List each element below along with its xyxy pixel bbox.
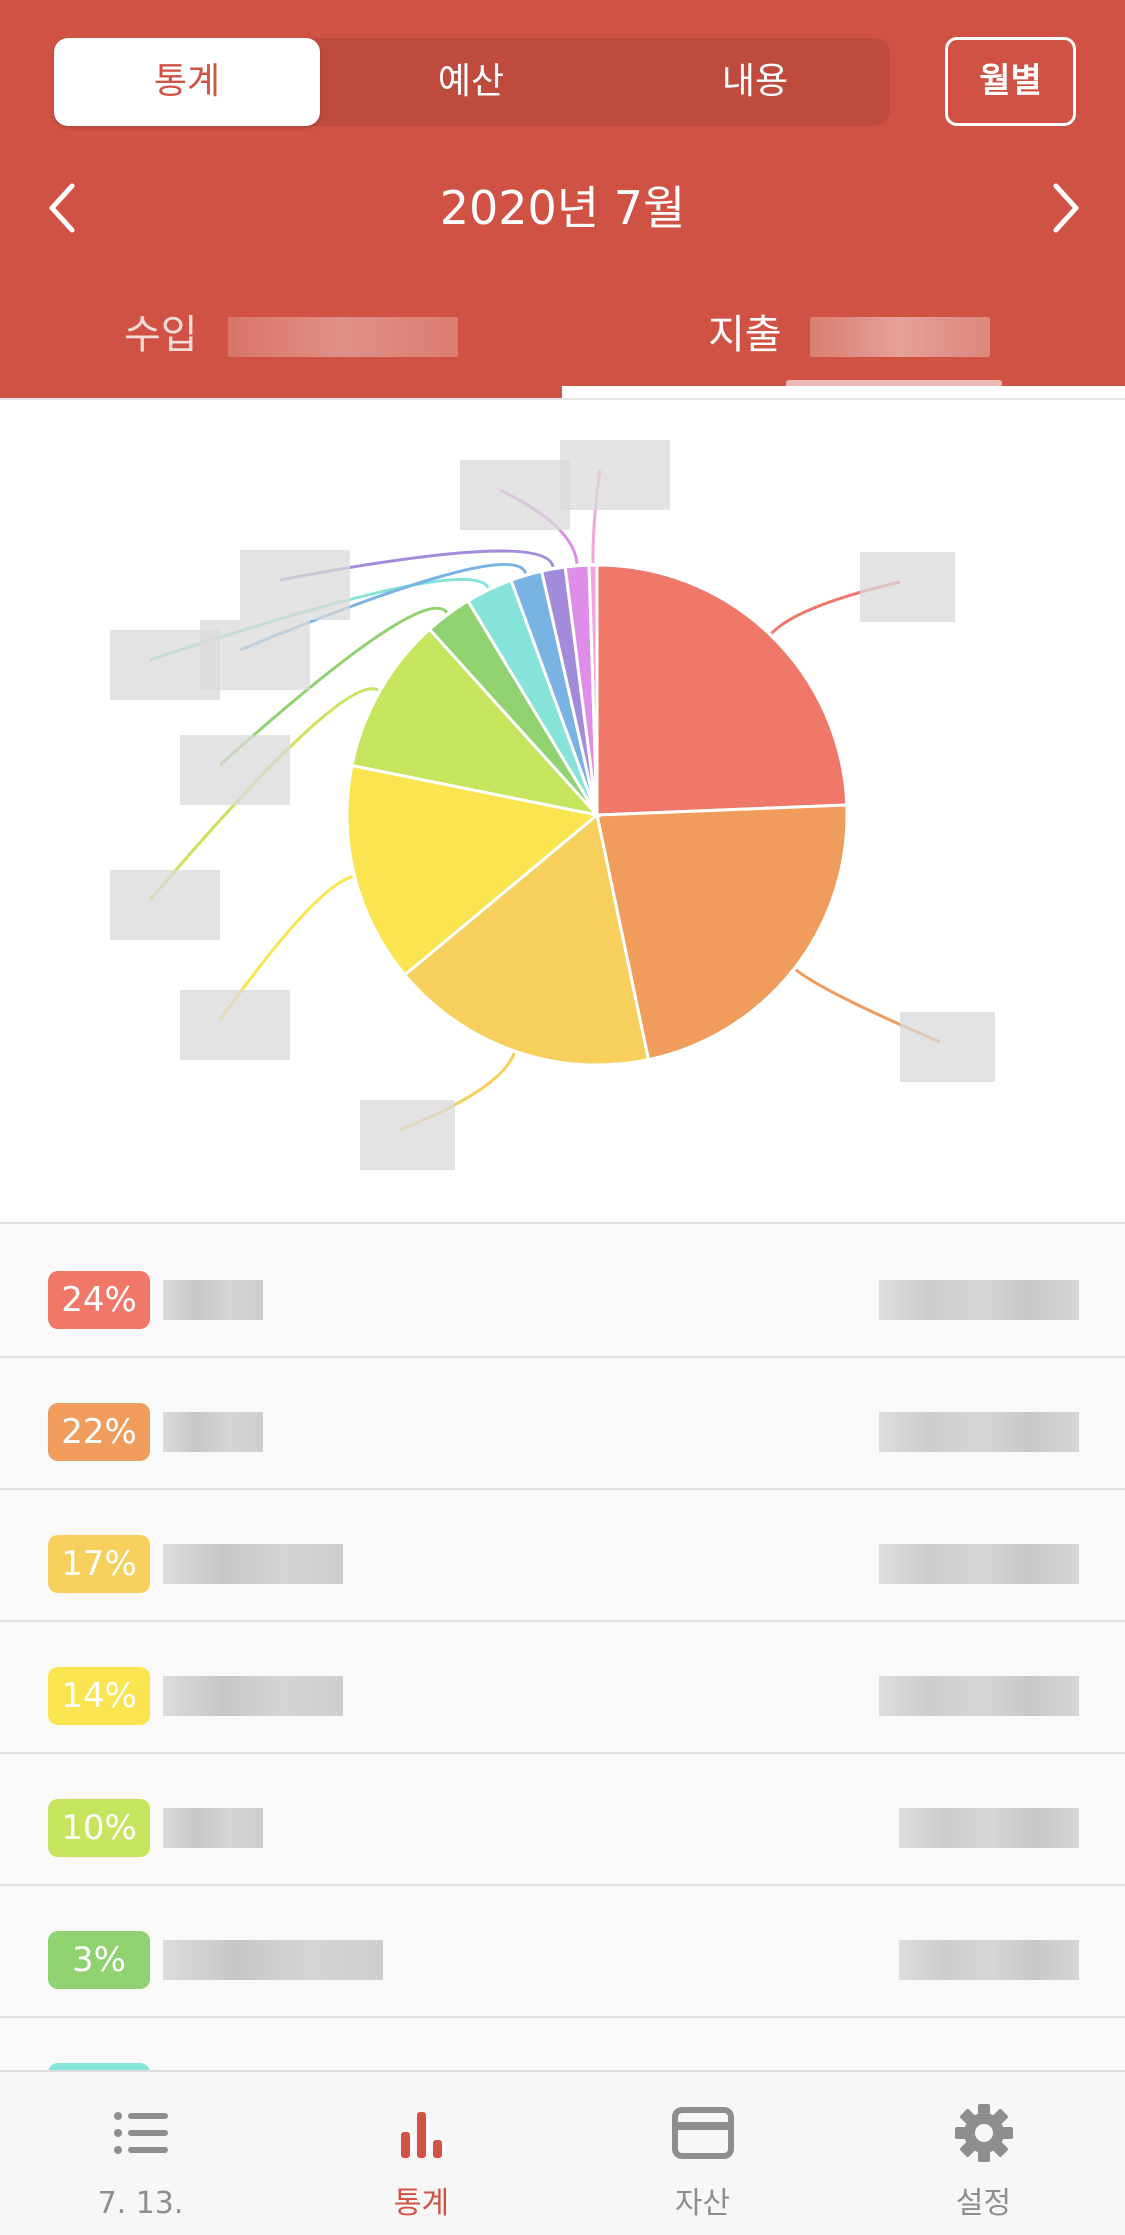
next-month-icon[interactable]: [1046, 176, 1086, 240]
category-row[interactable]: 17%: [0, 1490, 1125, 1622]
amount-redacted: [899, 1808, 1079, 1848]
category-row[interactable]: 14%: [0, 1622, 1125, 1754]
category-name-redacted: [163, 1676, 343, 1716]
pie-slice[interactable]: [402, 812, 651, 1067]
bottom-tab-bar: 7. 13. 통계 자산: [0, 2070, 1125, 2235]
tab-expense[interactable]: 지출: [708, 300, 991, 370]
header: 통계 예산 내용 월별 2020년 7월 수입 지출: [0, 0, 1125, 398]
active-tab-underline: [562, 386, 1125, 398]
segment-details[interactable]: 내용: [721, 61, 789, 102]
category-name-redacted: [163, 1544, 343, 1584]
segment-stats[interactable]: 통계: [54, 38, 320, 126]
month-title: 2020년 7월: [439, 181, 686, 235]
tab-income[interactable]: 수입: [124, 300, 459, 370]
category-row[interactable]: 10%: [0, 1754, 1125, 1886]
pie-slice[interactable]: [595, 803, 849, 1062]
slice-label-redacted: [240, 550, 350, 620]
nav-assets[interactable]: 자산: [562, 2072, 843, 2235]
category-name-redacted: [163, 1280, 263, 1320]
tab-income-label: 수입: [124, 312, 198, 358]
slice-label-redacted: [200, 620, 310, 690]
slice-label-redacted: [110, 870, 220, 940]
nav-daily[interactable]: 7. 13.: [0, 2072, 281, 2235]
slice-label-redacted: [460, 460, 570, 530]
gear-icon: [955, 2104, 1013, 2162]
category-name-redacted: [163, 1808, 263, 1848]
slice-label-redacted: [180, 735, 290, 805]
nav-settings[interactable]: 설정: [843, 2072, 1124, 2235]
slice-label-redacted: [180, 990, 290, 1060]
slice-label-redacted: [860, 552, 955, 622]
bar-chart-icon: [401, 2112, 442, 2158]
category-name-redacted: [163, 1412, 263, 1452]
nav-stats[interactable]: 통계: [281, 2072, 562, 2235]
pie-slice[interactable]: [595, 563, 849, 817]
nav-assets-label: 자산: [674, 2186, 731, 2221]
percent-badge: 14%: [48, 1667, 150, 1725]
amount-redacted: [879, 1280, 1079, 1320]
tab-expense-label: 지출: [708, 312, 782, 358]
percent-badge: 10%: [48, 1799, 150, 1857]
pie-chart-panel: [0, 398, 1125, 1224]
amount-redacted: [879, 1544, 1079, 1584]
percent-badge: 17%: [48, 1535, 150, 1593]
list-icon: [114, 2112, 168, 2154]
pie-slice[interactable]: [345, 763, 601, 977]
expense-total-redacted: [810, 317, 991, 357]
category-list: 24% 22% 17% 14% 10% 3%: [0, 1226, 1125, 2150]
expense-pie-chart: [110, 440, 995, 1170]
pie-slice[interactable]: [587, 563, 599, 816]
income-total-redacted: [228, 317, 459, 357]
prev-month-icon[interactable]: [42, 176, 82, 240]
leader-line: [218, 875, 354, 1021]
category-row[interactable]: 24%: [0, 1226, 1125, 1358]
amount-redacted: [899, 1940, 1079, 1980]
period-monthly-button[interactable]: 월별: [945, 37, 1076, 126]
amount-redacted: [879, 1676, 1079, 1716]
view-segmented-control: 통계 예산 내용: [54, 38, 890, 126]
percent-badge: 22%: [48, 1403, 150, 1461]
leader-line: [218, 606, 449, 767]
amount-redacted: [879, 1412, 1079, 1452]
card-icon: [672, 2107, 734, 2159]
percent-badge: 3%: [48, 1931, 150, 1989]
leader-line: [148, 687, 379, 901]
tab-accent-mark: [786, 380, 1002, 390]
nav-stats-label: 통계: [393, 2186, 450, 2221]
slice-label-redacted: [360, 1100, 455, 1170]
pie-slice[interactable]: [350, 627, 602, 818]
nav-daily-label: 7. 13.: [97, 2186, 184, 2221]
category-name-redacted: [163, 1940, 383, 1980]
segment-budget[interactable]: 예산: [437, 61, 505, 102]
category-row[interactable]: 3%: [0, 1886, 1125, 2018]
nav-settings-label: 설정: [955, 2186, 1012, 2221]
category-row[interactable]: 22%: [0, 1358, 1125, 1490]
slice-label-redacted: [560, 440, 670, 510]
percent-badge: 24%: [48, 1271, 150, 1329]
slice-label-redacted: [900, 1012, 995, 1082]
